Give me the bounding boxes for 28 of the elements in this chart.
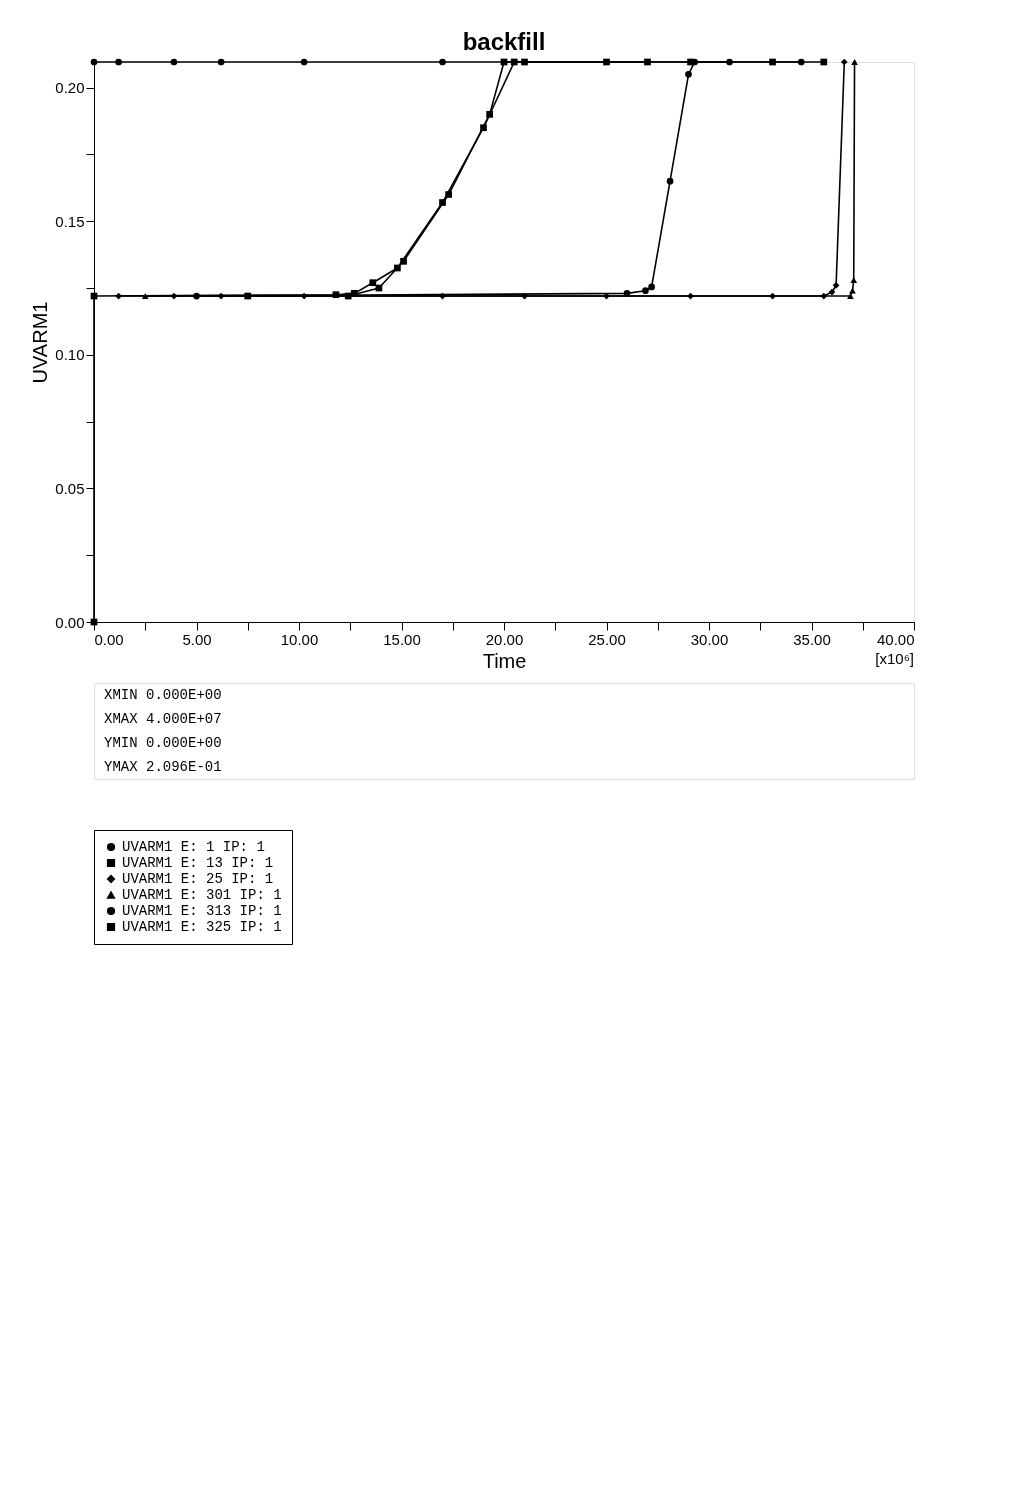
legend-label: UVARM1 E: 301 IP: 1: [122, 887, 282, 903]
x-tick-label: 25.00: [588, 630, 626, 648]
y-tick-label: 0.05: [55, 479, 85, 497]
legend-label: UVARM1 E: 325 IP: 1: [122, 919, 282, 935]
y-tick-label: 0.10: [55, 346, 85, 364]
x-tick-label: 0.00: [94, 630, 124, 648]
text: YMIN 0.000E+00: [104, 735, 222, 751]
text: XMIN 0.000E+00: [104, 687, 222, 703]
y-tick-label: 0.15: [55, 212, 85, 230]
x-axis-title: Time: [482, 649, 527, 672]
x-tick-label: 10.00: [280, 630, 319, 648]
legend-label: UVARM1 E: 1 IP: 1: [122, 839, 265, 855]
text: [x10⁶]: [875, 650, 914, 667]
y-tick-label: 0.00: [55, 613, 85, 631]
x-tick-label: 40.00: [876, 630, 915, 648]
text: YMAX 2.096E-01: [104, 759, 222, 775]
legend-label: UVARM1 E: 25 IP: 1: [122, 871, 274, 887]
x-tick-label: 20.00: [485, 630, 524, 648]
x-tick-label: 35.00: [793, 630, 831, 648]
text: XMAX 4.000E+07: [104, 711, 222, 727]
x-tick-label: 15.00: [383, 630, 421, 648]
y-axis-title: UVARM1: [29, 301, 52, 384]
legend-label: UVARM1 E: 313 IP: 1: [122, 903, 282, 919]
y-tick-label: 0.20: [55, 79, 85, 97]
x-tick-label: 5.00: [182, 630, 212, 648]
legend-label: UVARM1 E: 13 IP: 1: [122, 855, 274, 871]
x-tick-label: 30.00: [690, 630, 729, 648]
chart-title: backfill: [462, 27, 546, 55]
